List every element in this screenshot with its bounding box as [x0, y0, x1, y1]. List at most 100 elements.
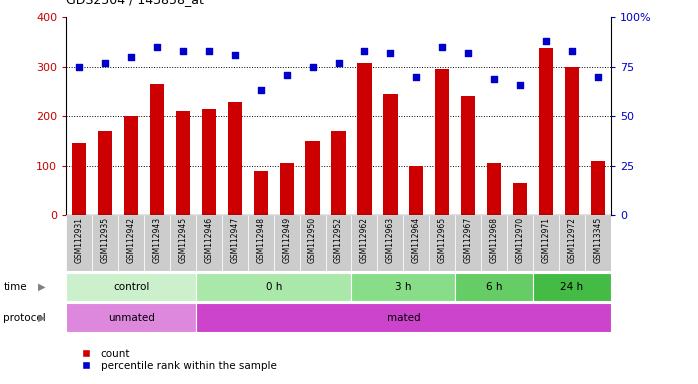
- Text: GSM112948: GSM112948: [256, 217, 265, 263]
- Bar: [196, 273, 352, 301]
- Bar: [248, 215, 274, 271]
- Bar: [591, 161, 605, 215]
- Bar: [513, 183, 527, 215]
- Text: 3 h: 3 h: [395, 282, 412, 292]
- Bar: [481, 215, 507, 271]
- Text: GSM112935: GSM112935: [101, 217, 110, 263]
- Point: [437, 44, 448, 50]
- Bar: [92, 215, 118, 271]
- Bar: [118, 215, 144, 271]
- Point: [359, 48, 370, 54]
- Bar: [585, 215, 611, 271]
- Bar: [253, 170, 268, 215]
- Point: [566, 48, 577, 54]
- Text: GSM112952: GSM112952: [334, 217, 343, 263]
- Bar: [279, 163, 294, 215]
- Bar: [66, 273, 196, 301]
- Bar: [228, 102, 242, 215]
- Point: [126, 54, 137, 60]
- Point: [177, 48, 188, 54]
- Text: control: control: [113, 282, 149, 292]
- Bar: [455, 273, 533, 301]
- Text: GSM112949: GSM112949: [282, 217, 291, 263]
- Legend: count, percentile rank within the sample: count, percentile rank within the sample: [71, 344, 281, 375]
- Bar: [306, 141, 320, 215]
- Text: GSM112950: GSM112950: [308, 217, 317, 263]
- Text: GSM112968: GSM112968: [489, 217, 498, 263]
- Text: GSM112972: GSM112972: [567, 217, 577, 263]
- Bar: [274, 215, 299, 271]
- Bar: [332, 131, 346, 215]
- Point: [592, 74, 603, 80]
- Bar: [533, 215, 559, 271]
- Point: [281, 71, 292, 78]
- Bar: [124, 116, 138, 215]
- Bar: [533, 273, 611, 301]
- Point: [255, 88, 267, 94]
- Point: [203, 48, 214, 54]
- Bar: [461, 96, 475, 215]
- Bar: [222, 215, 248, 271]
- Bar: [299, 215, 325, 271]
- Bar: [409, 166, 424, 215]
- Text: GSM112943: GSM112943: [153, 217, 161, 263]
- Bar: [357, 63, 371, 215]
- Text: unmated: unmated: [107, 313, 154, 323]
- Point: [307, 64, 318, 70]
- Bar: [565, 67, 579, 215]
- Bar: [429, 215, 455, 271]
- Bar: [435, 69, 450, 215]
- Text: GDS2504 / 143858_at: GDS2504 / 143858_at: [66, 0, 205, 6]
- Text: GSM113345: GSM113345: [593, 217, 602, 263]
- Text: GSM112931: GSM112931: [75, 217, 84, 263]
- Bar: [196, 303, 611, 332]
- Bar: [66, 215, 92, 271]
- Text: 6 h: 6 h: [486, 282, 503, 292]
- Point: [489, 76, 500, 82]
- Text: GSM112963: GSM112963: [386, 217, 395, 263]
- Point: [151, 44, 163, 50]
- Point: [385, 50, 396, 56]
- Bar: [196, 215, 222, 271]
- Bar: [403, 215, 429, 271]
- Text: 0 h: 0 h: [265, 282, 282, 292]
- Point: [100, 60, 111, 66]
- Text: GSM112970: GSM112970: [516, 217, 524, 263]
- Bar: [72, 143, 87, 215]
- Bar: [325, 215, 352, 271]
- Text: protocol: protocol: [3, 313, 46, 323]
- Point: [333, 60, 344, 66]
- Point: [74, 64, 85, 70]
- Bar: [455, 215, 481, 271]
- Text: GSM112945: GSM112945: [179, 217, 188, 263]
- Text: GSM112965: GSM112965: [438, 217, 447, 263]
- Bar: [98, 131, 112, 215]
- Bar: [487, 163, 501, 215]
- Text: GSM112946: GSM112946: [205, 217, 214, 263]
- Bar: [539, 48, 553, 215]
- Bar: [352, 273, 455, 301]
- Bar: [202, 109, 216, 215]
- Bar: [559, 215, 585, 271]
- Text: GSM112942: GSM112942: [126, 217, 135, 263]
- Bar: [176, 111, 190, 215]
- Text: ▶: ▶: [38, 313, 46, 323]
- Text: 24 h: 24 h: [560, 282, 584, 292]
- Bar: [144, 215, 170, 271]
- Text: GSM112971: GSM112971: [542, 217, 551, 263]
- Point: [229, 52, 240, 58]
- Point: [410, 74, 422, 80]
- Text: GSM112947: GSM112947: [230, 217, 239, 263]
- Text: GSM112967: GSM112967: [463, 217, 473, 263]
- Point: [540, 38, 551, 44]
- Text: GSM112962: GSM112962: [360, 217, 369, 263]
- Point: [463, 50, 474, 56]
- Bar: [66, 303, 196, 332]
- Bar: [352, 215, 378, 271]
- Bar: [150, 84, 164, 215]
- Text: GSM112964: GSM112964: [412, 217, 421, 263]
- Text: ▶: ▶: [38, 282, 46, 292]
- Text: mated: mated: [387, 313, 420, 323]
- Point: [514, 81, 526, 88]
- Bar: [170, 215, 196, 271]
